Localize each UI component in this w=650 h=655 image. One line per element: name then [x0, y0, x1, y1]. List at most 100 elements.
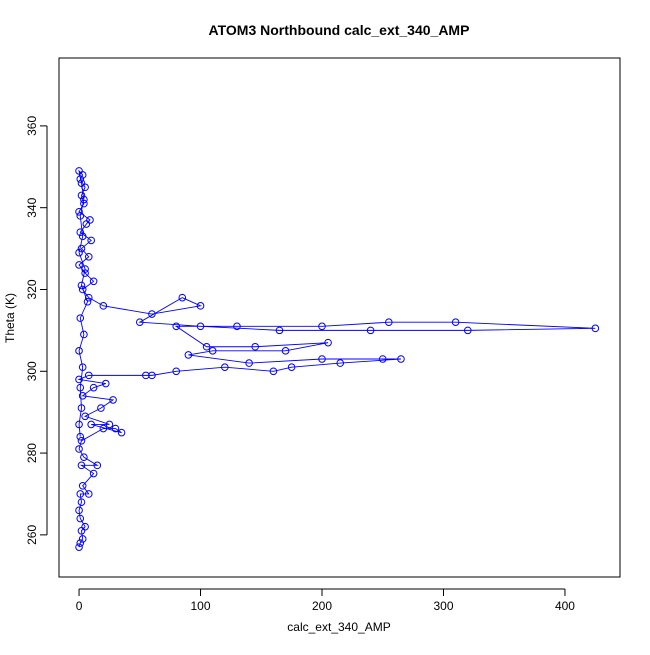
data-point: [148, 371, 156, 380]
y-axis-label: Theta (K): [3, 293, 17, 343]
data-point: [84, 371, 93, 380]
data-point: [148, 310, 156, 318]
y-tick-label: 260: [25, 525, 39, 545]
data-point: [76, 212, 85, 220]
data-point: [245, 359, 253, 367]
data-point: [87, 236, 95, 245]
data-point: [76, 228, 85, 237]
data-point: [275, 326, 284, 335]
data-point: [77, 437, 86, 445]
data-point: [81, 412, 89, 421]
data-point: [385, 318, 393, 327]
data-point: [591, 324, 600, 333]
data-point: [208, 347, 217, 355]
data-point: [233, 322, 241, 331]
data-point: [221, 363, 229, 371]
data-point: [80, 195, 88, 204]
data-point: [80, 199, 88, 208]
data-point: [89, 469, 98, 478]
data-point: [196, 322, 205, 331]
data-point: [251, 342, 259, 351]
data-point: [75, 261, 83, 269]
chart-title: ATOM3 Northbound calc_ext_340_AMP: [209, 22, 470, 38]
data-point: [81, 265, 89, 273]
data-point: [76, 175, 85, 183]
y-tick-label: 320: [25, 279, 39, 299]
data-line: [77, 169, 596, 548]
data-point: [78, 232, 87, 241]
data-point: [77, 404, 86, 412]
data-point: [75, 248, 83, 257]
data-point: [84, 490, 93, 498]
data-point: [89, 277, 98, 286]
data-point: [76, 490, 85, 498]
data-point: [75, 543, 83, 551]
y-tick-label: 340: [25, 197, 39, 217]
data-point: [78, 392, 87, 400]
data-point: [101, 379, 110, 388]
data-point: [202, 342, 211, 351]
data-point: [99, 302, 108, 310]
data-point: [75, 207, 83, 216]
data-point: [76, 539, 85, 547]
x-tick-label: 100: [191, 599, 211, 613]
data-point: [324, 338, 332, 347]
data-point: [463, 326, 472, 335]
data-point: [77, 191, 86, 200]
x-tick-label: 400: [555, 599, 575, 613]
data-point: [318, 322, 326, 331]
data-point: [142, 371, 150, 380]
data-point: [84, 293, 93, 302]
data-point: [76, 514, 85, 523]
data-point: [172, 367, 181, 376]
data-point: [81, 522, 89, 531]
data-point: [397, 355, 405, 363]
data-point: [76, 383, 85, 392]
data-point: [81, 269, 89, 277]
data-point: [75, 375, 83, 384]
data-point: [89, 383, 98, 392]
y-tick-label: 360: [25, 116, 39, 136]
data-point: [105, 420, 114, 429]
data-point: [76, 314, 85, 322]
data-point: [111, 424, 120, 433]
data-point: [75, 420, 83, 429]
data-point: [318, 355, 326, 363]
data-point: [77, 461, 86, 470]
data-point: [366, 326, 375, 335]
data-point: [184, 351, 193, 359]
data-point: [196, 302, 205, 310]
data-point: [75, 506, 83, 515]
data-point: [83, 297, 92, 306]
x-tick-label: 0: [76, 599, 83, 613]
data-point: [109, 396, 117, 404]
data-point: [287, 363, 296, 371]
data-point: [84, 252, 93, 261]
data-point: [269, 367, 278, 376]
data-point: [78, 285, 87, 294]
data-point: [80, 330, 88, 339]
data-point: [77, 281, 86, 290]
data-point: [93, 461, 102, 470]
data-point: [99, 424, 108, 433]
data-point: [178, 293, 187, 302]
data-point: [77, 244, 86, 253]
x-tick-label: 200: [312, 599, 332, 613]
data-point: [77, 498, 86, 506]
data-point: [336, 359, 345, 367]
data-point: [117, 428, 126, 437]
data-point: [76, 432, 85, 441]
data-point: [75, 445, 83, 453]
data-point: [87, 420, 95, 429]
x-axis-label: calc_ext_340_AMP: [287, 620, 390, 634]
data-point: [75, 347, 83, 355]
data-point: [378, 355, 387, 363]
data-point: [281, 347, 290, 355]
data-point: [86, 216, 94, 224]
data-point: [78, 363, 87, 371]
data-point: [97, 404, 105, 412]
y-tick-label: 300: [25, 361, 39, 381]
data-point: [451, 318, 460, 327]
data-point: [78, 535, 87, 543]
